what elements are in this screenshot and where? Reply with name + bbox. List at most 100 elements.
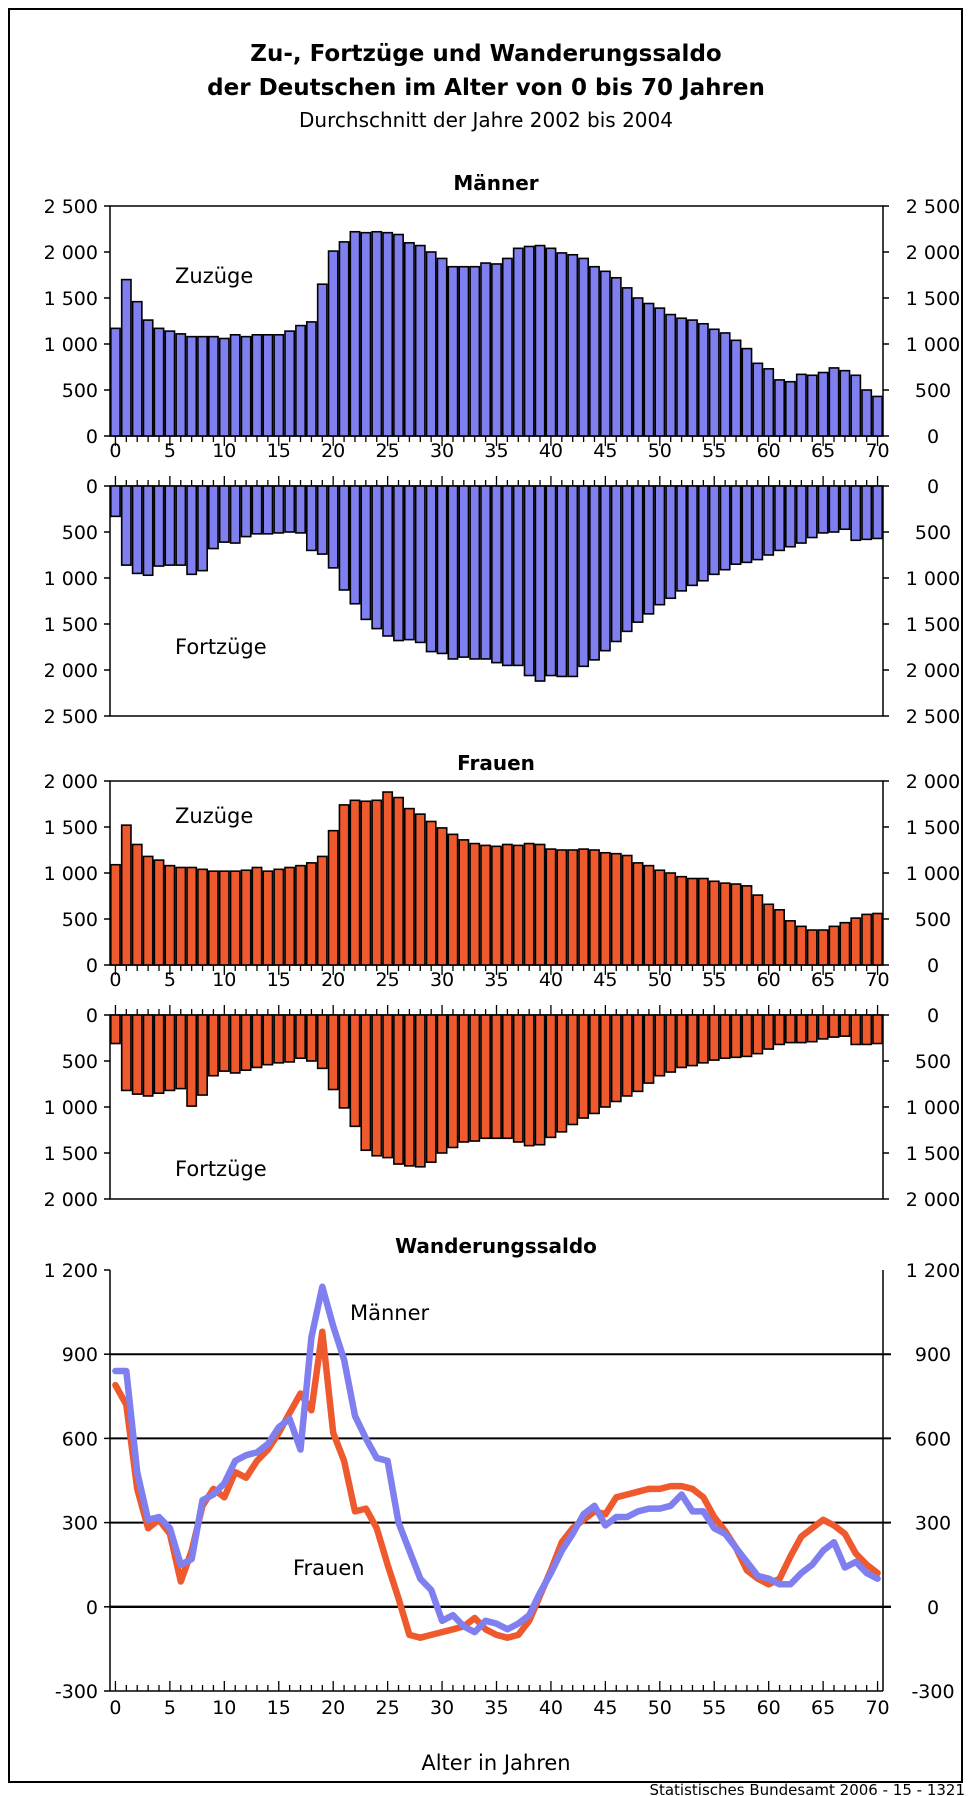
saldo-xlabel-10: 50 — [648, 1697, 672, 1719]
maenner_fortzuege-bar-69 — [861, 485, 873, 541]
maenner_fortzuege-bar-25 — [382, 485, 394, 637]
maenner_fortzuege-bar-68 — [850, 485, 862, 542]
frauen_zuzuege-xlabel-0: 0 — [109, 969, 121, 991]
maenner_zuzuege-bar-46 — [610, 276, 622, 437]
maenner_zuzuege-bar-24 — [371, 230, 383, 437]
frauen_zuzuege-xlabel-4: 20 — [321, 969, 345, 991]
maenner_fortzuege-bar-44 — [589, 485, 600, 661]
frauen_zuzuege-ylabel-left-2: 1 000 — [44, 863, 98, 885]
maenner_fortzuege-bar-48 — [632, 485, 644, 623]
frauen_zuzuege-bar-47 — [621, 854, 633, 966]
maenner_fortzuege-bar-45 — [599, 485, 611, 652]
maenner_zuzuege-bar-34 — [480, 262, 492, 437]
frauen_zuzuege-ylabel-right-0: 0 — [927, 955, 939, 977]
saldo-ylabel-left-5: 1 200 — [44, 1260, 98, 1282]
frauen_fortzuege-bar-30 — [436, 1014, 448, 1154]
frauen_zuzuege-xlabel-5: 25 — [376, 969, 400, 991]
maenner_fortzuege-bar-5 — [164, 485, 176, 566]
saldo-ylabel-right-3: 600 — [915, 1428, 951, 1450]
frauen_zuzuege-xlabel-11: 55 — [702, 969, 726, 991]
maenner_fortzuege-bar-37 — [512, 485, 524, 667]
maenner_zuzuege-bar-39 — [534, 244, 546, 437]
frauen_fortzuege-bar-46 — [610, 1014, 622, 1103]
maenner_zuzuege-ylabel-left-0: 0 — [86, 426, 98, 448]
maenner_zuzuege-bar-48 — [632, 297, 644, 437]
frauen_fortzuege-bar-42 — [567, 1014, 579, 1126]
saldo-xlabel-11: 55 — [702, 1697, 726, 1719]
frauen_fortzuege-ylabel-left-4: 2 000 — [44, 1189, 98, 1211]
frauen_fortzuege-bar-47 — [621, 1014, 633, 1097]
frauen_fortzuege-bar-28 — [414, 1014, 426, 1168]
frauen_fortzuege-bar-24 — [371, 1014, 383, 1157]
panel-title-frauen: Frauen — [457, 751, 535, 775]
maenner_fortzuege-bar-13 — [251, 485, 263, 535]
frauen_zuzuege-bar-30 — [436, 827, 448, 966]
maenner_fortzuege-bar-49 — [643, 485, 655, 615]
frauen_zuzuege-bar-42 — [567, 849, 579, 966]
maenner_zuzuege-bar-17 — [295, 324, 306, 437]
chart-subtitle: Durchschnitt der Jahre 2002 bis 2004 — [299, 108, 673, 132]
frauen_fortzuege-ylabel-left-0: 0 — [86, 1005, 98, 1027]
frauen_zuzuege-bar-36 — [501, 843, 513, 966]
maenner_zuzuege-bar-7 — [186, 335, 198, 437]
frauen_zuzuege-ylabel-right-3: 1 500 — [906, 817, 960, 839]
maenner_fortzuege-bar-36 — [501, 485, 513, 667]
frauen_zuzuege-bar-46 — [610, 852, 622, 966]
maenner_fortzuege-bar-65 — [817, 485, 829, 534]
frauen_zuzuege-bar-69 — [861, 913, 873, 966]
maenner_zuzuege-bar-44 — [589, 265, 600, 437]
maenner_zuzuege-bar-57 — [730, 339, 742, 437]
frauen_zuzuege-bar-45 — [599, 851, 611, 966]
maenner_zuzuege-xlabel-9: 45 — [593, 440, 617, 462]
frauen_fortzuege-ylabel-right-2: 1 000 — [906, 1097, 960, 1119]
maenner_zuzuege-ylabel-left-3: 1 500 — [44, 288, 98, 310]
frauen_zuzuege-bar-48 — [632, 862, 644, 966]
maenner_fortzuege-bar-10 — [218, 485, 230, 543]
maenner_fortzuege-bar-3 — [142, 485, 154, 577]
frauen_fortzuege-bar-66 — [828, 1014, 840, 1038]
label-series-frauen: Frauen — [293, 1556, 365, 1580]
maenner_zuzuege-bar-66 — [828, 367, 840, 437]
frauen_fortzuege-bar-6 — [175, 1014, 187, 1090]
saldo-xlabel-13: 65 — [811, 1697, 835, 1719]
maenner_zuzuege-bar-25 — [382, 231, 394, 437]
maenner_zuzuege-bar-16 — [284, 330, 296, 437]
maenner_zuzuege-bar-40 — [545, 247, 557, 437]
frauen_fortzuege-bar-10 — [218, 1014, 230, 1072]
maenner_fortzuege-bar-1 — [120, 485, 132, 566]
saldo-xlabel-0: 0 — [109, 1697, 121, 1719]
frauen_zuzuege-xlabel-6: 30 — [430, 969, 454, 991]
maenner_fortzuege-ylabel-left-4: 2 000 — [44, 660, 98, 682]
frauen_fortzuege-bar-12 — [240, 1014, 252, 1072]
maenner_fortzuege-ylabel-right-5: 2 500 — [906, 706, 960, 728]
frauen_zuzuege-bar-17 — [295, 864, 306, 966]
frauen_zuzuege-xlabel-10: 50 — [648, 969, 672, 991]
frauen_zuzuege-bar-31 — [447, 833, 459, 966]
frauen_zuzuege-bar-49 — [643, 864, 655, 966]
maenner_fortzuege-bar-9 — [207, 485, 219, 550]
maenner_zuzuege-ylabel-right-2: 1 000 — [906, 334, 960, 356]
maenner_zuzuege-bar-35 — [491, 263, 502, 437]
maenner_fortzuege-bar-52 — [676, 485, 688, 592]
frauen_zuzuege-bar-51 — [665, 872, 677, 966]
maenner_zuzuege-bar-15 — [273, 333, 285, 437]
maenner_fortzuege-bar-54 — [697, 485, 709, 582]
frauen_zuzuege-bar-18 — [305, 862, 317, 966]
frauen_zuzuege-ylabel-left-3: 1 500 — [44, 817, 98, 839]
frauen_fortzuege-bar-70 — [872, 1014, 883, 1045]
frauen_fortzuege-bar-11 — [229, 1014, 241, 1074]
maenner_zuzuege-bar-68 — [850, 374, 862, 437]
frauen_fortzuege-bar-29 — [425, 1014, 437, 1163]
frauen_zuzuege-bar-27 — [403, 807, 415, 966]
frauen_fortzuege-bar-18 — [305, 1014, 317, 1062]
frauen_fortzuege-bar-63 — [795, 1014, 807, 1044]
frauen_zuzuege-bar-20 — [327, 829, 339, 966]
maenner_fortzuege-bar-19 — [316, 485, 328, 555]
frauen_zuzuege-bar-24 — [371, 799, 383, 966]
maenner_zuzuege-bar-53 — [687, 319, 698, 437]
maenner_zuzuege-xlabel-1: 5 — [164, 440, 176, 462]
saldo-xlabel-1: 5 — [164, 1697, 176, 1719]
frauen_fortzuege-bar-34 — [480, 1014, 492, 1140]
